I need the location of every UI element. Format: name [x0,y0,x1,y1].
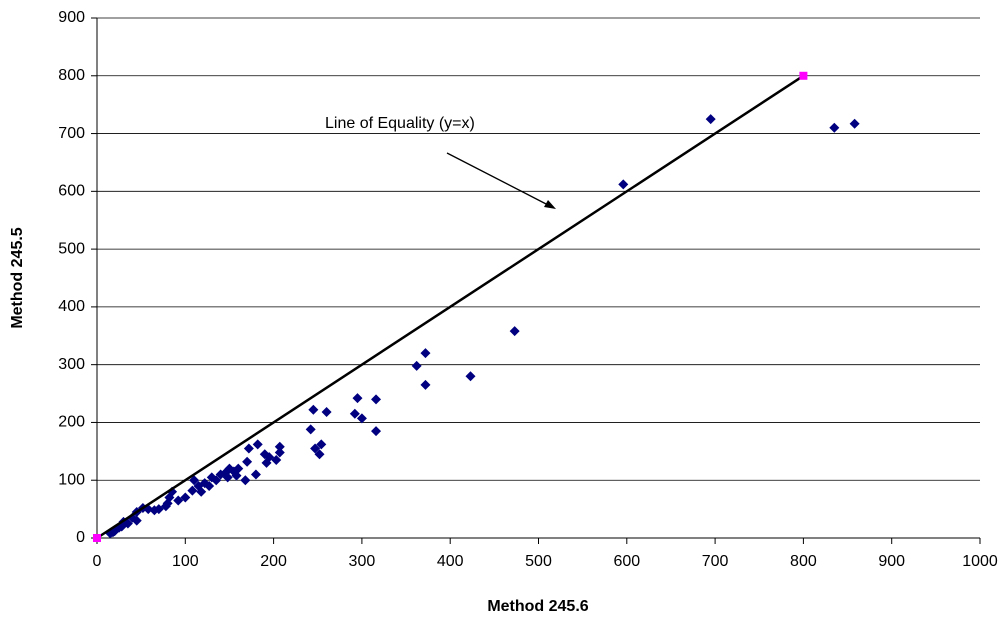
point [189,475,200,486]
point [240,475,251,486]
point [352,393,363,404]
point [261,457,272,468]
x-tick-label: 500 [525,553,552,570]
point [349,408,360,419]
point [308,404,319,415]
point [849,118,860,129]
point [243,443,254,454]
x-tick-label: 800 [790,553,817,570]
x-tick-label: 700 [702,553,729,570]
point [411,360,422,371]
point [356,413,367,424]
point [314,449,325,460]
annotation-arrow [446,152,551,207]
point [193,481,204,491]
point [420,379,431,390]
point [705,114,716,125]
point [149,505,160,516]
y-tick-label: 800 [58,67,85,84]
point [321,407,332,418]
line-marker [799,71,808,80]
y-tick-label: 900 [58,9,85,26]
annotation: Line of Equality (y=x) [325,115,475,132]
point [829,122,840,133]
point [509,326,520,337]
x-tick-label: 300 [349,553,376,570]
point [206,472,217,483]
point [215,469,226,480]
x-tick-label: 100 [172,553,199,570]
x-tick-label: 0 [93,553,102,570]
point [305,424,316,435]
x-axis-title: Method 245.6 [487,598,588,615]
x-tick-label: 200 [260,553,287,570]
point [465,371,476,382]
y-tick-label: 700 [58,125,85,142]
x-tick-label: 1000 [962,553,998,570]
y-tick-label: 300 [58,356,85,373]
point [274,447,285,458]
point [371,426,382,437]
equality-line [96,74,805,540]
point [173,495,184,506]
point [420,348,431,359]
y-tick-label: 200 [58,414,85,431]
y-tick-label: 0 [76,529,85,546]
point [259,449,270,460]
line-marker [93,534,101,542]
y-tick-label: 100 [58,471,85,488]
y-tick-label: 600 [58,183,85,200]
x-tick-label: 600 [613,553,640,570]
y-tick-label: 500 [58,240,85,257]
point [242,456,253,467]
x-tick-label: 900 [878,553,905,570]
point [310,443,321,454]
point [187,485,198,496]
point [250,469,261,480]
y-axis-title: Method 245.5 [9,227,26,328]
arrow-head [544,200,556,209]
point [618,179,629,190]
point [371,394,382,405]
point [316,439,327,450]
y-tick-label: 400 [58,298,85,315]
point [274,441,285,452]
point [252,439,263,450]
x-tick-label: 400 [437,553,464,570]
